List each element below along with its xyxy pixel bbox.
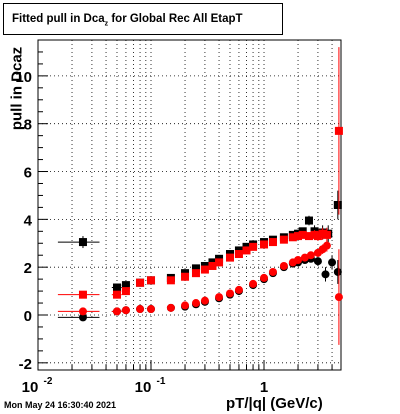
data-point — [334, 126, 343, 135]
data-point — [121, 306, 130, 315]
data-point — [322, 230, 331, 239]
data-point — [304, 216, 313, 225]
data-point — [78, 290, 87, 299]
y-axis-label: pull in Dcaz — [9, 24, 26, 154]
data-point — [225, 253, 234, 262]
y-tick-label: 2 — [24, 260, 32, 277]
data-point — [333, 201, 342, 209]
data-point — [112, 290, 121, 299]
data-point — [78, 313, 87, 322]
grid-lines — [38, 40, 341, 370]
data-point — [136, 305, 145, 314]
data-point — [249, 279, 258, 288]
data-point — [298, 230, 307, 239]
data-point — [268, 267, 277, 276]
series-2 — [57, 47, 343, 299]
y-axis-label-text: pull in Dcaz — [8, 46, 26, 131]
data-point — [181, 301, 190, 310]
data-point — [306, 251, 315, 260]
data-point — [121, 287, 130, 296]
data-point — [191, 269, 200, 278]
data-point — [318, 229, 327, 238]
x-tick-label: 10 — [22, 379, 39, 396]
data-point — [333, 267, 342, 276]
data-point — [321, 270, 330, 279]
data-point — [78, 238, 87, 247]
data-point — [234, 250, 243, 259]
x-axis-label: pT/|q| (GeV/c) — [226, 395, 323, 412]
y-tick-label: 8 — [24, 117, 32, 134]
data-point — [279, 235, 288, 244]
x-tick-label: 10 — [135, 379, 152, 396]
data-point — [313, 257, 322, 266]
data-point — [234, 285, 243, 294]
data-point — [191, 299, 200, 308]
data-point — [200, 265, 209, 274]
data-point — [328, 258, 337, 267]
data-point — [112, 283, 121, 292]
data-point — [288, 233, 297, 242]
data-point — [294, 256, 303, 264]
data-point — [304, 232, 313, 241]
data-point — [215, 293, 224, 302]
data-point — [147, 305, 156, 314]
data-point — [191, 264, 200, 273]
data-point — [268, 238, 277, 247]
data-point — [112, 307, 121, 316]
data-point — [294, 232, 303, 241]
data-point — [313, 232, 322, 241]
title-sub: z — [104, 20, 109, 28]
data-point — [242, 246, 251, 255]
data-point — [260, 240, 269, 249]
y-tick-label: -2 — [19, 356, 32, 373]
tick-labels: -2 0 2 4 6 8 10 10 -2 10 -1 1 — [15, 69, 268, 396]
data-point — [322, 241, 331, 250]
data-point — [200, 296, 209, 305]
data-point — [147, 276, 156, 285]
data-point — [166, 303, 175, 312]
data-point — [249, 242, 258, 251]
data-point — [334, 293, 343, 302]
y-tick-label: 0 — [24, 308, 32, 325]
y-tick-label: 10 — [15, 69, 32, 86]
data-point — [181, 272, 190, 281]
axis-ticks — [37, 51, 333, 370]
series-layer — [57, 47, 343, 345]
series-3 — [57, 239, 343, 345]
datestamp: Mon May 24 16:30:40 2021 — [4, 400, 117, 410]
x-tick-label: 1 — [260, 379, 268, 396]
data-point — [121, 281, 130, 290]
title-suffix: for Global Rec All EtapT — [108, 13, 243, 25]
data-point — [208, 261, 217, 270]
data-point — [225, 289, 234, 298]
data-point — [279, 261, 288, 270]
y-tick-label: 4 — [24, 212, 33, 229]
data-point — [300, 253, 309, 262]
data-point — [166, 276, 175, 285]
x-tick-label-exp: -1 — [157, 376, 166, 387]
chart-title: Fitted pull in Dcaz for Global Rec All E… — [3, 3, 283, 35]
data-point — [215, 258, 224, 267]
data-point — [78, 307, 87, 316]
title-main: Fitted pull in Dca — [12, 13, 105, 25]
data-point — [260, 273, 269, 282]
x-tick-label-exp: -2 — [44, 376, 53, 387]
data-point — [136, 278, 145, 287]
y-tick-label: 6 — [24, 165, 32, 182]
